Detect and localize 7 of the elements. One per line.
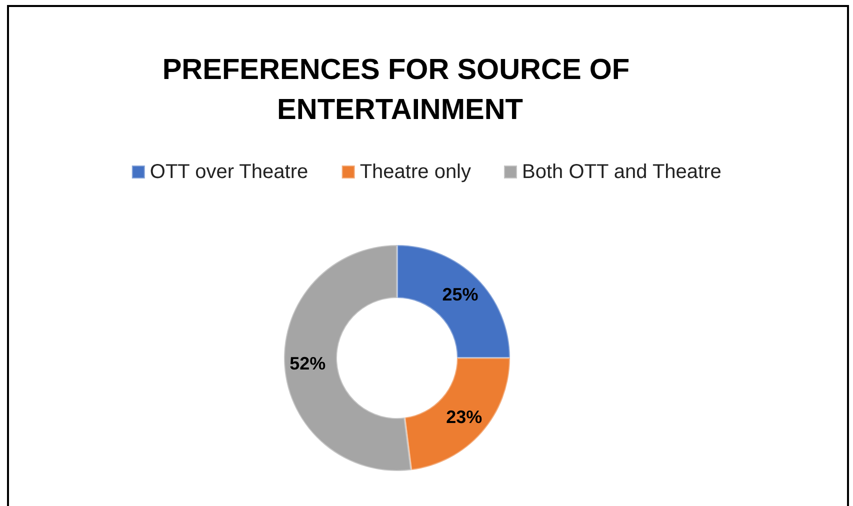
- data-label: 23%: [446, 407, 482, 428]
- legend-label: Theatre only: [360, 161, 472, 183]
- chart-title: PREFERENCES FOR SOURCE OF ENTERTAINMENT: [162, 54, 638, 126]
- data-label: 52%: [290, 354, 326, 374]
- legend-label: Both OTT and Theatre: [522, 161, 722, 183]
- legend-label: OTT over Theatre: [150, 161, 308, 183]
- data-label: 25%: [442, 284, 478, 305]
